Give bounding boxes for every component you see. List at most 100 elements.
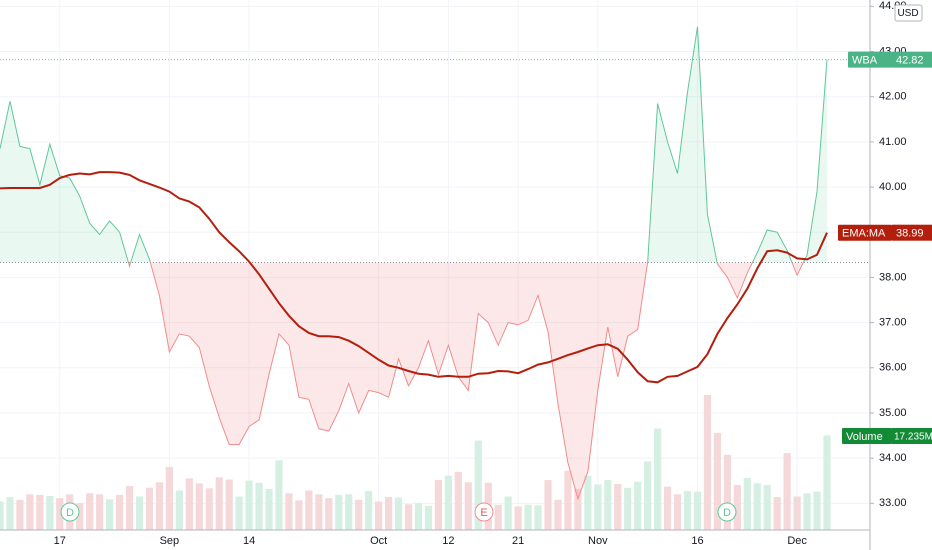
volume-bar: [723, 454, 731, 530]
volume-bar: [434, 480, 443, 530]
volume-bar: [315, 494, 323, 530]
volume-bar: [235, 496, 243, 530]
x-tick-label: 14: [243, 535, 255, 547]
price-tag: [838, 224, 892, 241]
price-tag: [892, 224, 932, 241]
volume-bar: [534, 505, 542, 530]
volume-bar: [56, 498, 64, 530]
x-tick-label: 17: [54, 535, 66, 547]
tag-name: Volume: [846, 431, 883, 443]
volume-bar: [106, 499, 114, 530]
volume-bar: [185, 478, 193, 530]
volume-bar: [205, 488, 213, 530]
volume-bar: [743, 477, 751, 530]
volume-bar: [564, 470, 572, 530]
volume-bar: [26, 494, 34, 530]
tag-name: WBA: [852, 55, 878, 67]
tag-value: 38.99: [896, 228, 924, 240]
volume-bar: [275, 460, 283, 530]
x-tick-label: Dec: [787, 535, 807, 547]
x-tick-label: Oct: [370, 535, 387, 547]
volume-bar: [823, 435, 831, 530]
baseline-area: [0, 26, 827, 499]
volume-bar: [46, 495, 54, 530]
volume-bar: [783, 453, 791, 530]
volume-bar: [0, 501, 4, 530]
event-marker[interactable]: [717, 502, 737, 522]
volume-bar: [614, 483, 622, 530]
currency: USD: [897, 8, 918, 19]
volume-bar: [375, 501, 383, 530]
ema-line: [0, 171, 828, 384]
price-tag: [892, 51, 932, 68]
currency-box[interactable]: [894, 4, 923, 22]
volume-bar: [345, 494, 353, 530]
volume-bar: [86, 493, 94, 530]
volume-bar: [16, 499, 24, 530]
volume-bar: [6, 497, 14, 530]
volume-bar: [524, 504, 532, 530]
volume-bar: [424, 505, 433, 530]
y-tick-label: 35.00: [879, 407, 907, 419]
volume-bar: [404, 504, 413, 530]
volume-bar: [255, 482, 263, 530]
event-label: D: [66, 507, 74, 519]
y-tick-label: 37.00: [879, 317, 907, 329]
y-tick-label: 36.00: [879, 362, 907, 374]
price-tags: WBA 42.82 EMA:MA 38.99 Volume 17.235M: [838, 51, 932, 444]
volume-bar: [245, 480, 253, 530]
y-tick-label: 41.00: [879, 136, 907, 148]
volume-bar: [305, 490, 313, 530]
volume-bar: [624, 487, 632, 530]
x-tick-label: 16: [691, 535, 703, 547]
x-tick-label: Nov: [588, 535, 608, 547]
volume-bar: [703, 395, 712, 530]
price-tag: [848, 51, 892, 68]
volume-bar: [713, 432, 721, 530]
price-tag: [892, 428, 932, 444]
event-marker[interactable]: [60, 502, 80, 522]
volume-bar: [36, 494, 44, 530]
volume-bar: [474, 440, 482, 530]
volume-bar: [165, 466, 173, 530]
volume-bar: [175, 490, 183, 530]
volume: [0, 395, 831, 530]
event-label: E: [480, 507, 487, 519]
volume-bar: [125, 486, 134, 530]
y-tick-label: 40.00: [879, 181, 907, 193]
volume-bar: [355, 499, 363, 530]
volume-bar: [604, 480, 612, 530]
volume-bar: [733, 485, 741, 530]
volume-bar: [574, 488, 582, 530]
volume-bar: [394, 497, 403, 530]
volume-bar: [335, 494, 343, 530]
volume-bar: [155, 482, 164, 530]
volume-bar: [793, 496, 801, 530]
y-tick-label: 42.00: [879, 91, 907, 103]
volume-bar: [544, 480, 552, 530]
volume-bar: [654, 428, 662, 530]
volume-bar: [584, 475, 592, 530]
volume-bar: [803, 493, 811, 530]
volume-bar: [554, 499, 562, 530]
volume-bar: [384, 497, 393, 530]
volume-bar: [295, 500, 303, 530]
x-tick-label: 12: [442, 535, 454, 547]
volume-bar: [773, 497, 781, 530]
volume-bar: [76, 503, 84, 530]
volume-bar: [195, 483, 203, 530]
x-tick-label: Sep: [160, 535, 180, 547]
volume-bar: [444, 475, 452, 530]
volume-bar: [673, 494, 682, 530]
volume-bar: [634, 481, 642, 530]
price-tag: [842, 428, 892, 444]
event-label: D: [723, 507, 731, 519]
event-marker[interactable]: [474, 502, 494, 522]
volume-bar: [693, 491, 702, 530]
volume-bar: [594, 484, 602, 530]
volume-bar: [285, 493, 293, 530]
volume-bar: [514, 506, 522, 530]
x-tick-label: 21: [512, 535, 524, 547]
volume-bar: [504, 496, 512, 530]
